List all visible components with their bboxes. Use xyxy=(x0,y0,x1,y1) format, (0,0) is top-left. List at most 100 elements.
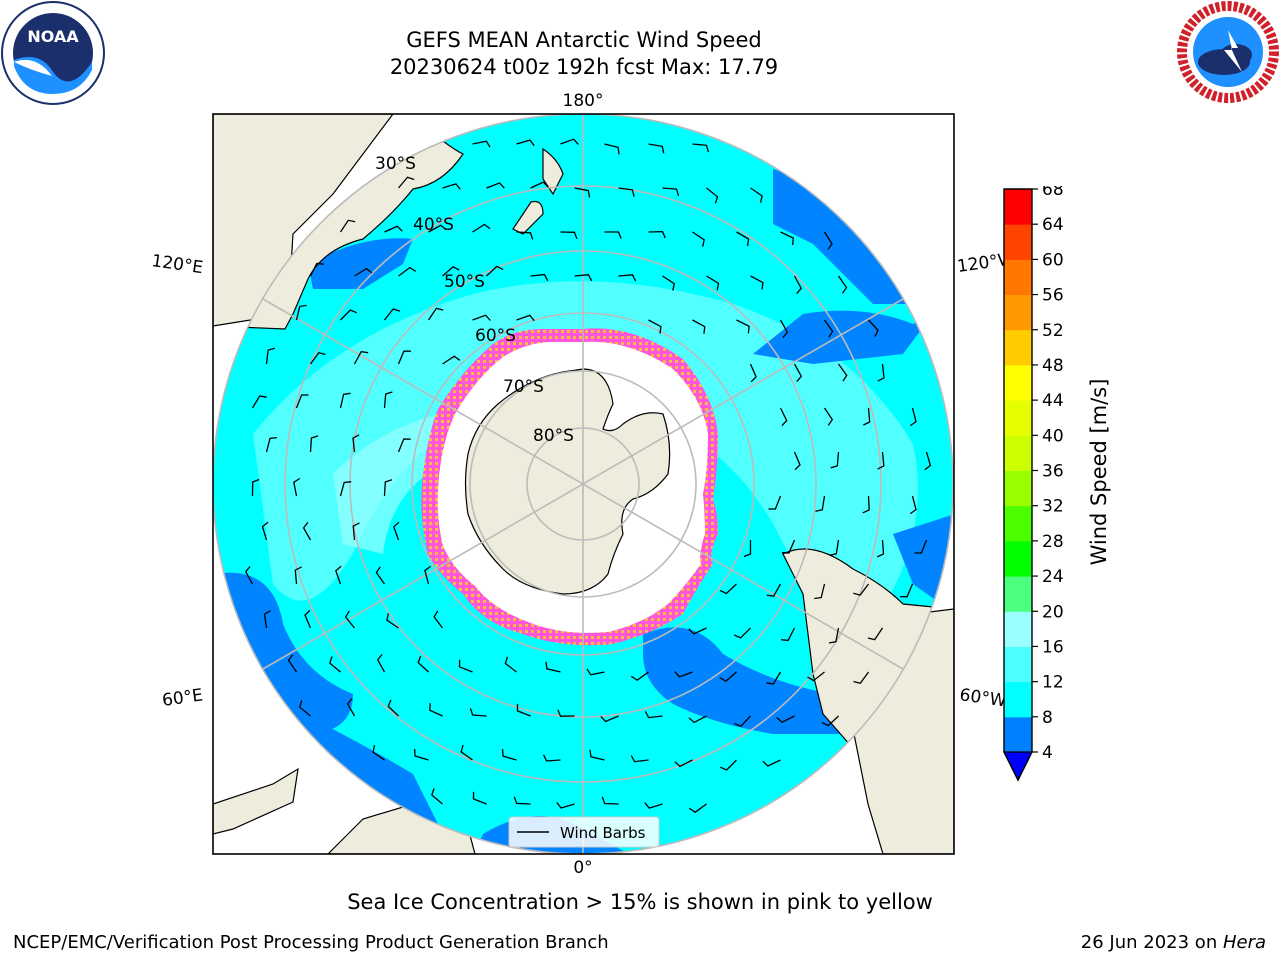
map-legend: Wind Barbs xyxy=(508,816,660,848)
wind-barb xyxy=(309,351,326,365)
wind-barb xyxy=(560,231,578,240)
wind-barb xyxy=(556,802,575,809)
wind-barb xyxy=(776,715,795,723)
wind-barb xyxy=(431,788,443,805)
wind-barb xyxy=(383,391,393,409)
polar-map: 30°S 40°S 50°S 60°S 70°S 80°S 180° 120°E… xyxy=(150,91,1016,878)
wind-barb xyxy=(340,309,358,321)
colorbar-block xyxy=(1004,540,1032,577)
wind-barb xyxy=(829,539,840,556)
wind-barb xyxy=(472,223,491,233)
wind-barb xyxy=(862,495,870,514)
colorbar-block xyxy=(1004,716,1032,753)
wind-barb xyxy=(768,495,782,510)
wind-barb xyxy=(516,314,535,322)
colorbar-block xyxy=(1004,224,1032,260)
wind-barb xyxy=(424,565,431,585)
wind-barb xyxy=(692,231,705,247)
wind-barb xyxy=(265,436,277,453)
wind-barb xyxy=(743,540,752,558)
wind-barb xyxy=(427,307,444,321)
wind-barb xyxy=(793,363,803,383)
lat-label-50s: 50°S xyxy=(444,272,485,292)
wind-barb xyxy=(688,627,707,635)
colorbar-block xyxy=(1004,294,1032,331)
colorbar-block xyxy=(1004,611,1032,647)
legend-label: Wind Barbs xyxy=(560,824,646,842)
wind-barb xyxy=(780,231,794,246)
wind-barb xyxy=(781,627,796,642)
lon-label-60e: 60°E xyxy=(161,685,204,710)
wind-barb xyxy=(618,187,635,197)
colorbar-blocks xyxy=(1003,188,1033,782)
wind-barb xyxy=(513,796,531,805)
colorbar-block xyxy=(1004,329,1032,366)
lon-label-0: 0° xyxy=(573,858,592,878)
wind-barb xyxy=(853,671,870,685)
wind-barb xyxy=(393,521,400,541)
wind-barb xyxy=(295,394,309,409)
wind-barb xyxy=(662,187,680,196)
wind-barb xyxy=(863,407,871,426)
wind-barb xyxy=(383,308,401,321)
wind-barb xyxy=(261,521,269,541)
wind-barb xyxy=(736,231,750,247)
wind-barb xyxy=(586,668,605,676)
lat-label-60s: 60°S xyxy=(475,326,516,346)
wind-barb xyxy=(662,275,676,291)
lat-label-70s: 70°S xyxy=(503,377,544,397)
nws-logo xyxy=(1177,1,1279,103)
wind-barb xyxy=(486,182,505,189)
wind-barb xyxy=(265,347,275,365)
antarctica xyxy=(421,328,718,646)
lon-label-180: 180° xyxy=(563,91,604,111)
wind-barb xyxy=(339,481,352,497)
wind-barb xyxy=(433,610,444,629)
wind-barb xyxy=(766,583,782,597)
wind-barb xyxy=(914,539,928,554)
wind-barb xyxy=(472,791,487,805)
wind-barb xyxy=(574,187,591,198)
lat-label-80s: 80°S xyxy=(533,426,574,446)
wind-barb xyxy=(837,275,848,294)
wind-barb xyxy=(295,304,307,321)
wind-barb xyxy=(807,671,825,682)
wind-barb xyxy=(352,522,360,541)
colorbar-tick-label: 20 xyxy=(1042,602,1064,622)
wind-barb xyxy=(828,627,840,644)
wind-barb xyxy=(442,266,460,277)
wind-barb xyxy=(458,659,473,673)
wind-barb xyxy=(263,610,271,629)
wind-barb xyxy=(644,711,663,719)
colorbar-tick-label: 40 xyxy=(1042,426,1064,446)
lat-label-40s: 40°S xyxy=(413,215,454,235)
wind-barb xyxy=(815,495,826,512)
wind-barb xyxy=(339,219,356,233)
wind-barb xyxy=(486,265,504,277)
wind-barb xyxy=(720,759,737,771)
wind-barb xyxy=(909,495,917,515)
wind-barb xyxy=(442,183,461,190)
wind-barb xyxy=(601,796,619,805)
colorbar-label: Wind Speed [m/s] xyxy=(1087,379,1111,566)
wind-barb xyxy=(417,655,429,673)
wind-barb xyxy=(383,479,393,497)
wind-barb xyxy=(706,275,720,291)
wind-barb xyxy=(398,176,415,189)
wind-barb xyxy=(346,697,356,717)
wind-barbs xyxy=(244,138,932,813)
wind-barb xyxy=(674,759,693,768)
colorbar-tick-label: 4 xyxy=(1042,743,1053,763)
wind-barb xyxy=(793,451,801,471)
wind-barb xyxy=(821,715,839,727)
wind-barb xyxy=(309,435,319,453)
wind-barb xyxy=(504,656,517,673)
colorbar-tick-label: 28 xyxy=(1042,532,1064,552)
wind-barb xyxy=(823,319,834,338)
wind-barb xyxy=(692,143,710,153)
wind-barb xyxy=(244,565,254,585)
colorbar-block xyxy=(1004,681,1032,718)
wind-barb xyxy=(604,231,622,239)
colorbar-tick-label: 52 xyxy=(1042,321,1064,341)
colorbar-block xyxy=(1004,400,1032,436)
